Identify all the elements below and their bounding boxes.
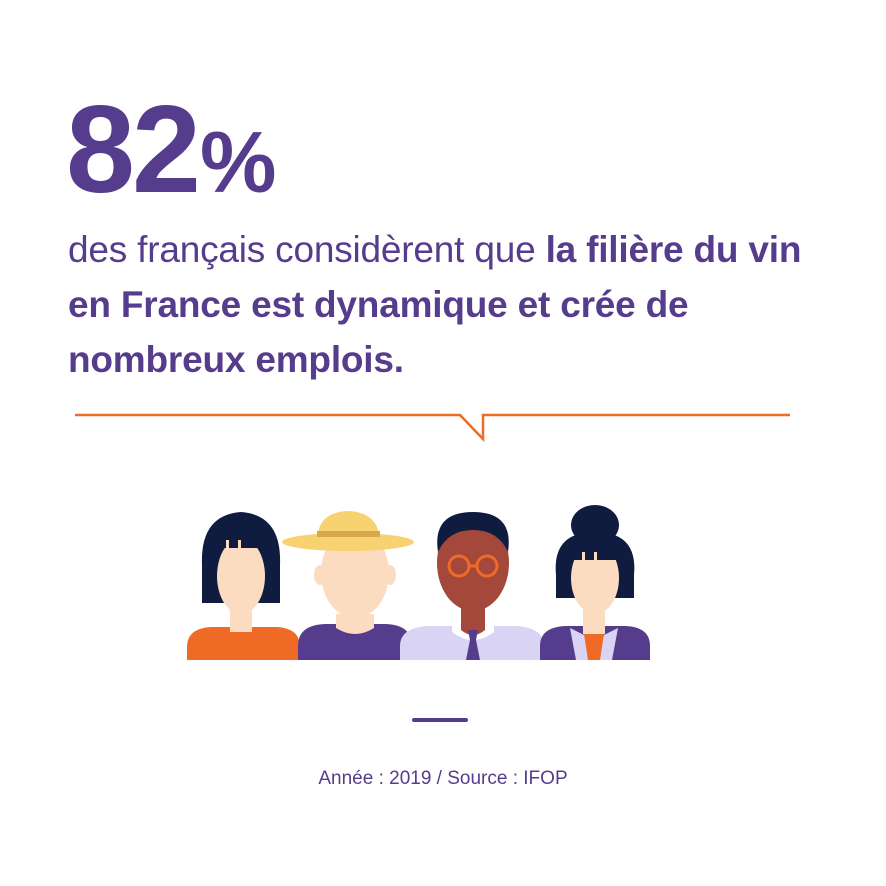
stat-description: des français considèrent que la filière … bbox=[68, 222, 828, 387]
woman-bun-icon bbox=[540, 505, 650, 660]
stat-number: 82 bbox=[66, 81, 201, 219]
man-glasses-icon bbox=[400, 512, 544, 660]
divider-dash bbox=[412, 718, 468, 722]
source-caption: Année : 2019 / Source : IFOP bbox=[318, 768, 568, 789]
stat-percentage: 82% bbox=[66, 88, 276, 212]
woman-bob-hair-icon bbox=[187, 512, 300, 660]
man-straw-hat-icon bbox=[282, 511, 414, 660]
stat-unit: % bbox=[199, 115, 277, 211]
description-bold: la filière du vin en France est dynamiqu… bbox=[68, 229, 802, 380]
description-regular: des français considèrent que bbox=[68, 229, 546, 270]
